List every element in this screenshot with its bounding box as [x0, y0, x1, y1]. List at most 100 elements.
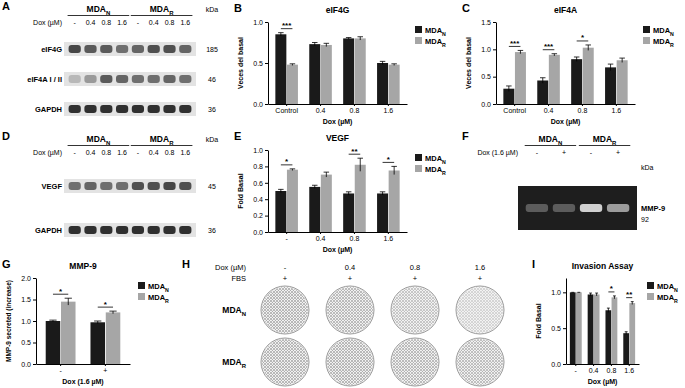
band — [132, 45, 144, 53]
label-main: MDA — [425, 165, 443, 174]
x-tick-mark — [582, 104, 583, 106]
bar — [355, 38, 366, 104]
significance-label: *** — [282, 21, 292, 30]
group-label: MDAR — [593, 134, 617, 146]
y-axis: 0.00.51.0 — [551, 279, 566, 368]
y-tick: 0.8 — [253, 163, 268, 170]
legend-swatch — [643, 37, 650, 44]
panel-letter: A — [2, 0, 10, 12]
legend: MDANMDAR — [415, 154, 446, 176]
y-tick-mark — [265, 199, 268, 200]
y-tick-label: 0.0 — [481, 101, 491, 108]
error-cap — [380, 191, 385, 192]
label-main: MDA — [222, 357, 241, 367]
x-tick: 0.4 — [544, 104, 554, 114]
y-tick-label: 0.5 — [551, 325, 561, 332]
bar — [106, 312, 121, 364]
x-tick-mark — [388, 104, 389, 106]
band — [163, 75, 175, 83]
significance-label: ** — [351, 147, 358, 156]
band — [100, 226, 112, 234]
band — [116, 226, 128, 234]
x-tick-label: - — [59, 367, 62, 374]
bar — [309, 187, 320, 232]
error-cap — [577, 292, 580, 293]
band-label: eIF4G — [41, 45, 62, 54]
membrane-strip — [64, 179, 196, 193]
error-bar — [391, 64, 396, 66]
error-bar — [577, 292, 580, 293]
x-axis: Control0.40.81.6 — [269, 104, 408, 114]
lane-label: 0.8 — [101, 19, 111, 26]
x-tick-mark — [611, 364, 612, 366]
chart-panel: 0.00.20.40.60.81.0-0.40.81.6****VEGFDox … — [237, 133, 446, 254]
y-tick-label: 1.0 — [253, 147, 263, 154]
unit-label: kDa — [641, 164, 654, 171]
well-cells — [457, 339, 503, 385]
label-subscript: R — [442, 42, 446, 48]
error-line — [622, 58, 623, 62]
band — [148, 226, 160, 234]
error-cap — [595, 293, 598, 294]
y-tick-label: 0.2 — [253, 212, 263, 219]
error-line — [280, 189, 281, 192]
y-axis-title: Fold Basal — [237, 173, 244, 208]
y-axis-title: MMP-9 secreted (increase) — [5, 280, 13, 362]
bar — [389, 171, 400, 233]
error-bar — [574, 57, 579, 61]
x-tick-label: 0.8 — [350, 107, 360, 114]
band — [179, 45, 191, 53]
error-cap — [94, 321, 101, 322]
row-label: MDAR — [222, 357, 246, 369]
error-line — [614, 296, 615, 299]
lane-label: 1.6 — [180, 19, 190, 26]
blot-panel: MDANMDARDox (µM)-0.40.81.6-0.40.81.6kDaV… — [33, 134, 218, 237]
band — [116, 75, 128, 83]
well-cells — [262, 287, 308, 333]
x-tick-mark — [320, 232, 321, 234]
error-bar — [619, 58, 624, 62]
error-cap — [506, 85, 511, 86]
x-tick-label: - — [575, 367, 578, 374]
error-bar — [357, 158, 362, 171]
serum-row-label: FBS — [231, 274, 246, 283]
error-line — [520, 50, 521, 53]
band — [163, 182, 175, 190]
y-axis-line — [566, 279, 567, 365]
band-label: eIF4A I / II — [27, 75, 62, 84]
label-main: MDA — [87, 4, 106, 14]
y-tick-label: 0.4 — [253, 196, 263, 203]
lane-label: - — [536, 149, 539, 156]
error-cap — [631, 301, 634, 302]
chart-panel: 0.00.51.0-0.40.81.6***Invasion AssayDox … — [535, 261, 678, 386]
error-cap — [552, 53, 557, 54]
bar — [389, 65, 400, 104]
serum-label: + — [348, 274, 353, 283]
column-label: 0.4 — [345, 263, 355, 272]
error-line — [314, 185, 315, 188]
legend: MDANMDAR — [643, 26, 674, 48]
error-bar — [324, 43, 329, 46]
band — [148, 182, 160, 190]
panel-letter: F — [462, 130, 469, 142]
significance-label: ** — [626, 290, 633, 299]
band — [100, 45, 112, 53]
y-tick-mark — [265, 166, 268, 167]
y-tick: 0.0 — [481, 101, 496, 108]
error-cap — [290, 168, 295, 169]
gel — [518, 186, 637, 230]
column-label: 0.8 — [410, 263, 420, 272]
y-axis-line — [36, 279, 37, 365]
lane-label: - — [590, 149, 593, 156]
y-tick-mark — [493, 49, 496, 50]
y-axis-line — [496, 23, 497, 105]
y-axis-title: Veces del basal — [465, 37, 472, 89]
chart-title: MMP-9 — [69, 261, 97, 271]
error-cap — [574, 56, 579, 57]
band — [116, 182, 128, 190]
label-subscript: N — [442, 159, 446, 165]
label-main: MDA — [150, 134, 169, 144]
x-axis-line — [567, 364, 640, 365]
x-tick: 0.8 — [578, 104, 588, 114]
legend-label: MDAN — [425, 154, 446, 165]
